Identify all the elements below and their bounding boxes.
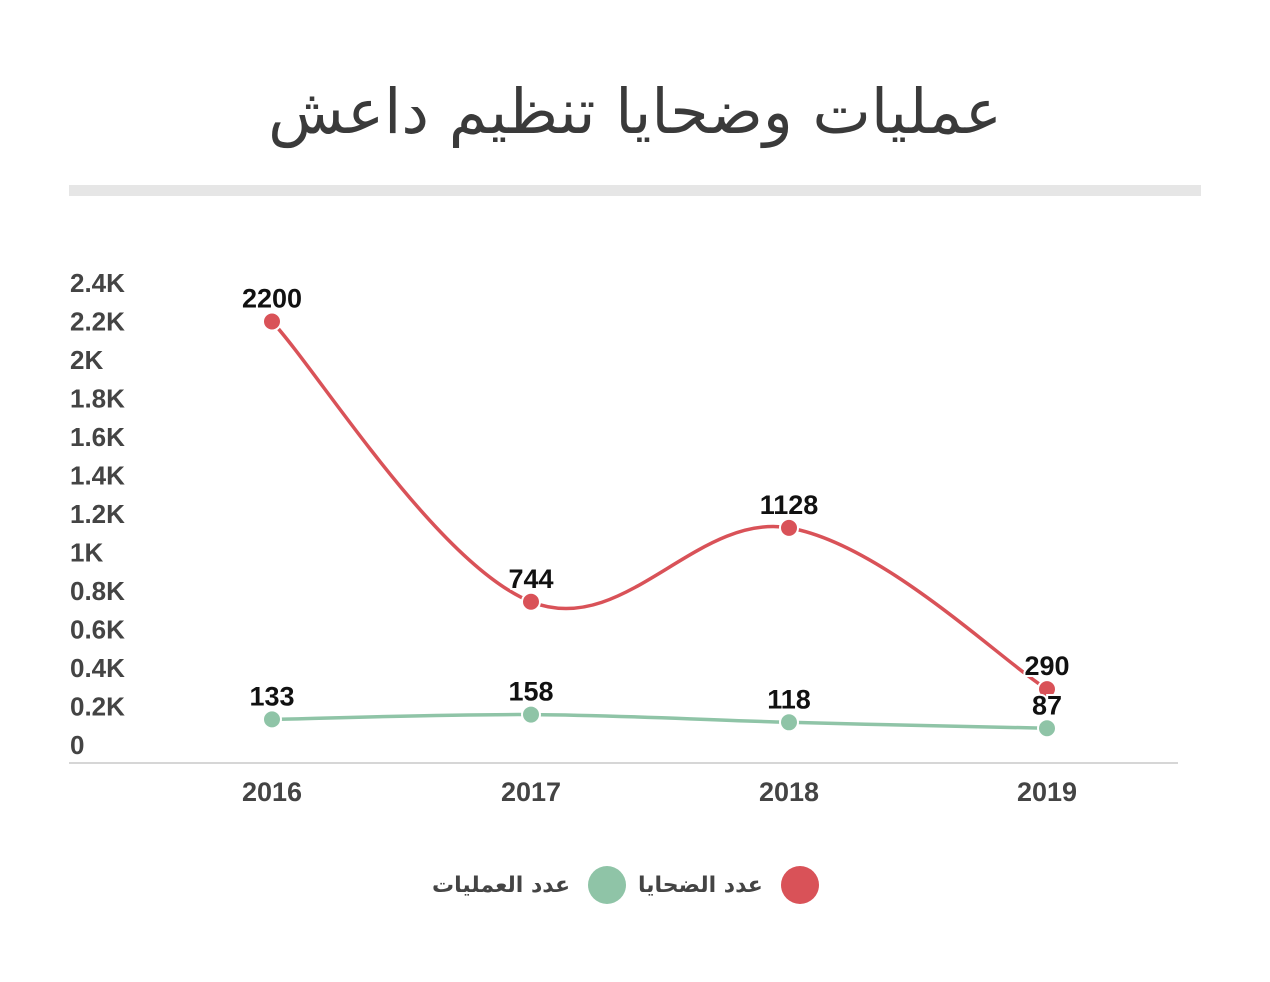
data-label-operations: 118	[767, 684, 811, 714]
y-tick-label: 1.8K	[70, 384, 125, 414]
y-tick-label: 0.2K	[70, 692, 125, 722]
data-point-operations	[779, 712, 799, 733]
series-line-victims	[270, 320, 1048, 691]
x-tick-label: 2019	[1017, 777, 1077, 807]
legend-item-operations[interactable]: عدد العمليات	[432, 866, 626, 904]
y-tick-label: 0.4K	[70, 653, 125, 683]
data-point-victims	[1037, 679, 1057, 700]
y-tick-label: 2K	[70, 345, 103, 375]
x-tick-label: 2016	[242, 777, 302, 807]
y-tick-label: 0	[70, 730, 84, 760]
data-label-operations: 87	[1032, 690, 1062, 720]
legend-swatch-operations	[587, 866, 626, 904]
y-tick-label: 0.6K	[70, 615, 125, 645]
y-tick-label: 0.8K	[70, 576, 125, 606]
data-label-victims: 290	[1024, 651, 1069, 681]
series-line-operations	[271, 712, 1048, 731]
legend-label-victims: عدد الضحايا	[638, 872, 763, 898]
data-label-victims: 1128	[760, 490, 819, 520]
title-divider	[69, 185, 1201, 196]
x-tick-label: 2017	[501, 777, 561, 807]
legend-label-operations: عدد العمليات	[432, 872, 570, 898]
data-point-victims	[779, 517, 799, 538]
y-tick-label: 1.2K	[70, 499, 125, 529]
data-label-operations: 158	[508, 677, 553, 707]
data-label-operations: 133	[249, 681, 294, 711]
y-tick-label: 1K	[70, 538, 103, 568]
data-label-victims: 2200	[242, 284, 302, 314]
line-chart: 0 0.2K 0.4K 0.6K 0.8K 1K 1.2K 1.4K 1.6K 1.8K 2K 2.2…	[69, 268, 1178, 807]
y-tick-label: 1.6K	[70, 422, 125, 452]
legend-item-victims[interactable]: عدد الضحايا	[638, 866, 819, 904]
data-label-victims: 744	[508, 564, 553, 594]
x-tick-label: 2018	[759, 777, 819, 807]
data-point-operations	[521, 704, 541, 725]
y-tick-label: 2.2K	[70, 307, 125, 337]
data-point-operations	[1037, 718, 1057, 739]
chart-title: عمليات وضحايا تنظيم داعش	[268, 75, 1002, 148]
data-point-victims	[262, 311, 282, 332]
y-tick-label: 1.4K	[70, 461, 125, 491]
legend: عدد الضحايا عدد العمليات	[0, 860, 1270, 910]
data-point-operations	[262, 709, 282, 730]
y-tick-label: 2.4K	[70, 268, 125, 298]
legend-swatch-victims	[780, 866, 819, 904]
data-point-victims	[521, 591, 541, 612]
